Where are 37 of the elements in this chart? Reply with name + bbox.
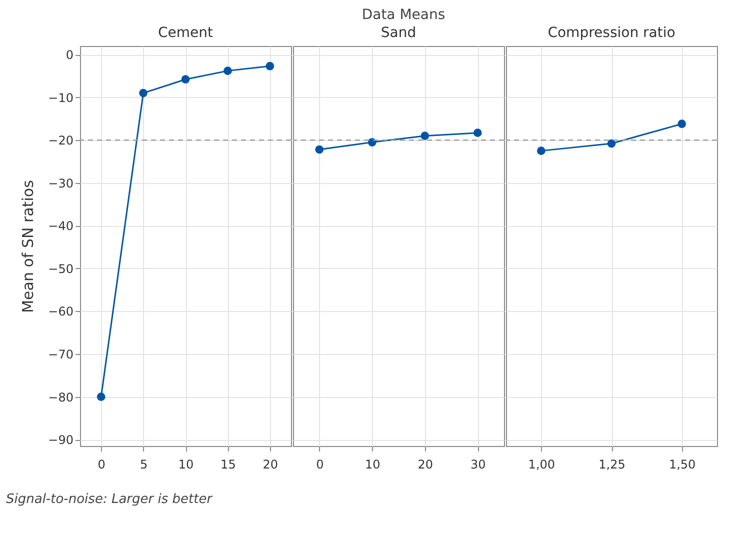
chart-title: Data Means <box>360 6 446 25</box>
point <box>96 392 106 401</box>
point <box>368 138 376 146</box>
y-tick-label: −20 <box>48 134 74 148</box>
x-tick-label: 0 <box>98 458 106 472</box>
x-tick-label: 1,00 <box>528 458 556 472</box>
point <box>420 132 430 140</box>
point <box>473 128 482 138</box>
y-tick-label: −60 <box>48 304 74 319</box>
y-tick-label: −90 <box>48 433 74 448</box>
x-tick-label: 20 <box>418 458 434 472</box>
x-tick-label: 1,50 <box>668 458 696 472</box>
point <box>266 62 274 70</box>
y-tick-label: −10 <box>48 90 74 105</box>
x-axis-title: Sand <box>380 25 416 41</box>
x-tick-label: 15 <box>220 458 236 472</box>
y-tick-label: −70 <box>48 348 74 362</box>
y-tick-label: −80 <box>48 390 74 404</box>
x-tick-label: 0 <box>316 458 324 472</box>
point <box>315 145 324 154</box>
x-axis-title: Compression ratio <box>548 25 676 41</box>
y-tick-label: −40 <box>48 219 74 234</box>
x-tick-label: 30 <box>470 458 486 472</box>
point <box>224 66 232 75</box>
x-tick-label: 10 <box>178 458 194 472</box>
x-tick-label: 20 <box>262 458 278 472</box>
y-tick-label: −50 <box>48 262 74 276</box>
point <box>181 75 190 84</box>
text: Signal-to-noise: Larger is better <box>6 492 214 507</box>
x-tick-label: 1,25 <box>598 458 626 472</box>
point <box>139 88 148 98</box>
y-tick-label: 0 <box>66 48 74 62</box>
y-tick-label: −30 <box>48 176 74 190</box>
x-tick-label: 10 <box>364 458 380 472</box>
x-axis-title: Cement <box>158 25 214 41</box>
y-axis-title: Mean of SN ratios <box>19 180 38 313</box>
x-tick-label: 5 <box>140 458 148 472</box>
